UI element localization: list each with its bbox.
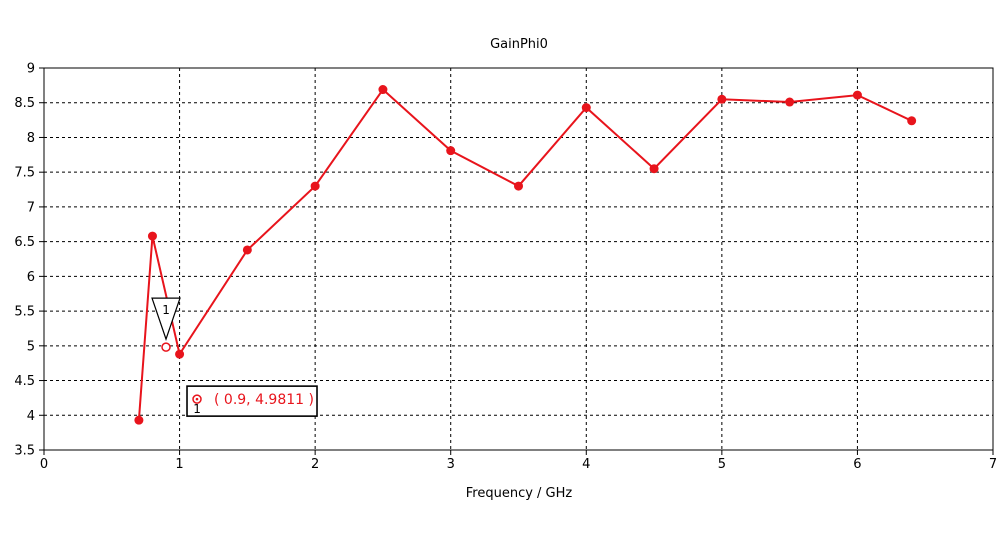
marker-point <box>161 342 171 352</box>
data-point <box>581 103 591 113</box>
x-tick-label: 4 <box>582 457 590 472</box>
data-point <box>242 245 252 255</box>
marker-annotation-symbol-dot <box>195 397 199 401</box>
x-tick-label: 0 <box>40 457 48 472</box>
data-point <box>446 146 456 156</box>
marker-1[interactable]: 1 1 ( 0.9, 4.9811 ) <box>151 297 318 417</box>
x-tick-label: 2 <box>311 457 319 472</box>
x-tick-label: 5 <box>718 457 726 472</box>
x-tick-label: 1 <box>175 457 183 472</box>
y-axis-ticks: 3.5 4 4.5 5 5.5 6 6.5 7 7.5 8 8.5 9 <box>14 62 44 459</box>
y-tick-label: 8 <box>27 131 35 146</box>
data-point <box>649 164 659 174</box>
plot-frame <box>43 67 994 451</box>
x-tick-label: 7 <box>989 457 997 472</box>
data-point <box>134 415 144 425</box>
data-point <box>785 97 795 107</box>
marker-annotation-label: ( 0.9, 4.9811 ) <box>214 392 314 408</box>
data-point <box>514 181 523 191</box>
marker-annotation-id: 1 <box>193 402 201 416</box>
data-point <box>147 231 157 241</box>
y-tick-label: 7 <box>27 200 35 215</box>
data-point <box>310 181 320 191</box>
marker-pointer-id: 1 <box>162 303 170 317</box>
data-point <box>717 94 727 104</box>
data-point <box>907 116 917 126</box>
y-tick-label: 6.5 <box>14 235 35 250</box>
x-axis-ticks: 0 1 2 3 4 5 6 7 <box>40 450 997 472</box>
x-tick-label: 6 <box>853 457 861 472</box>
y-tick-label: 3.5 <box>14 444 35 459</box>
y-tick-label: 6 <box>27 270 35 285</box>
y-tick-label: 8.5 <box>14 96 35 111</box>
x-axis-label: Frequency / GHz <box>466 486 573 501</box>
x-tick-label: 3 <box>447 457 455 472</box>
data-point <box>378 85 388 95</box>
y-tick-label: 7.5 <box>14 166 35 181</box>
y-tick-label: 4 <box>27 409 35 424</box>
series-gainphi0 <box>134 85 917 425</box>
y-tick-label: 5 <box>27 339 35 354</box>
y-tick-label: 4.5 <box>14 374 35 389</box>
marker-pointer-triangle <box>151 297 181 341</box>
series-line <box>137 88 913 421</box>
marker-annotation-box <box>186 385 318 417</box>
data-point <box>175 349 185 359</box>
chart-title: GainPhi0 <box>490 37 548 52</box>
y-tick-label: 9 <box>27 62 35 77</box>
data-point <box>852 90 862 100</box>
y-tick-label: 5.5 <box>14 305 35 320</box>
